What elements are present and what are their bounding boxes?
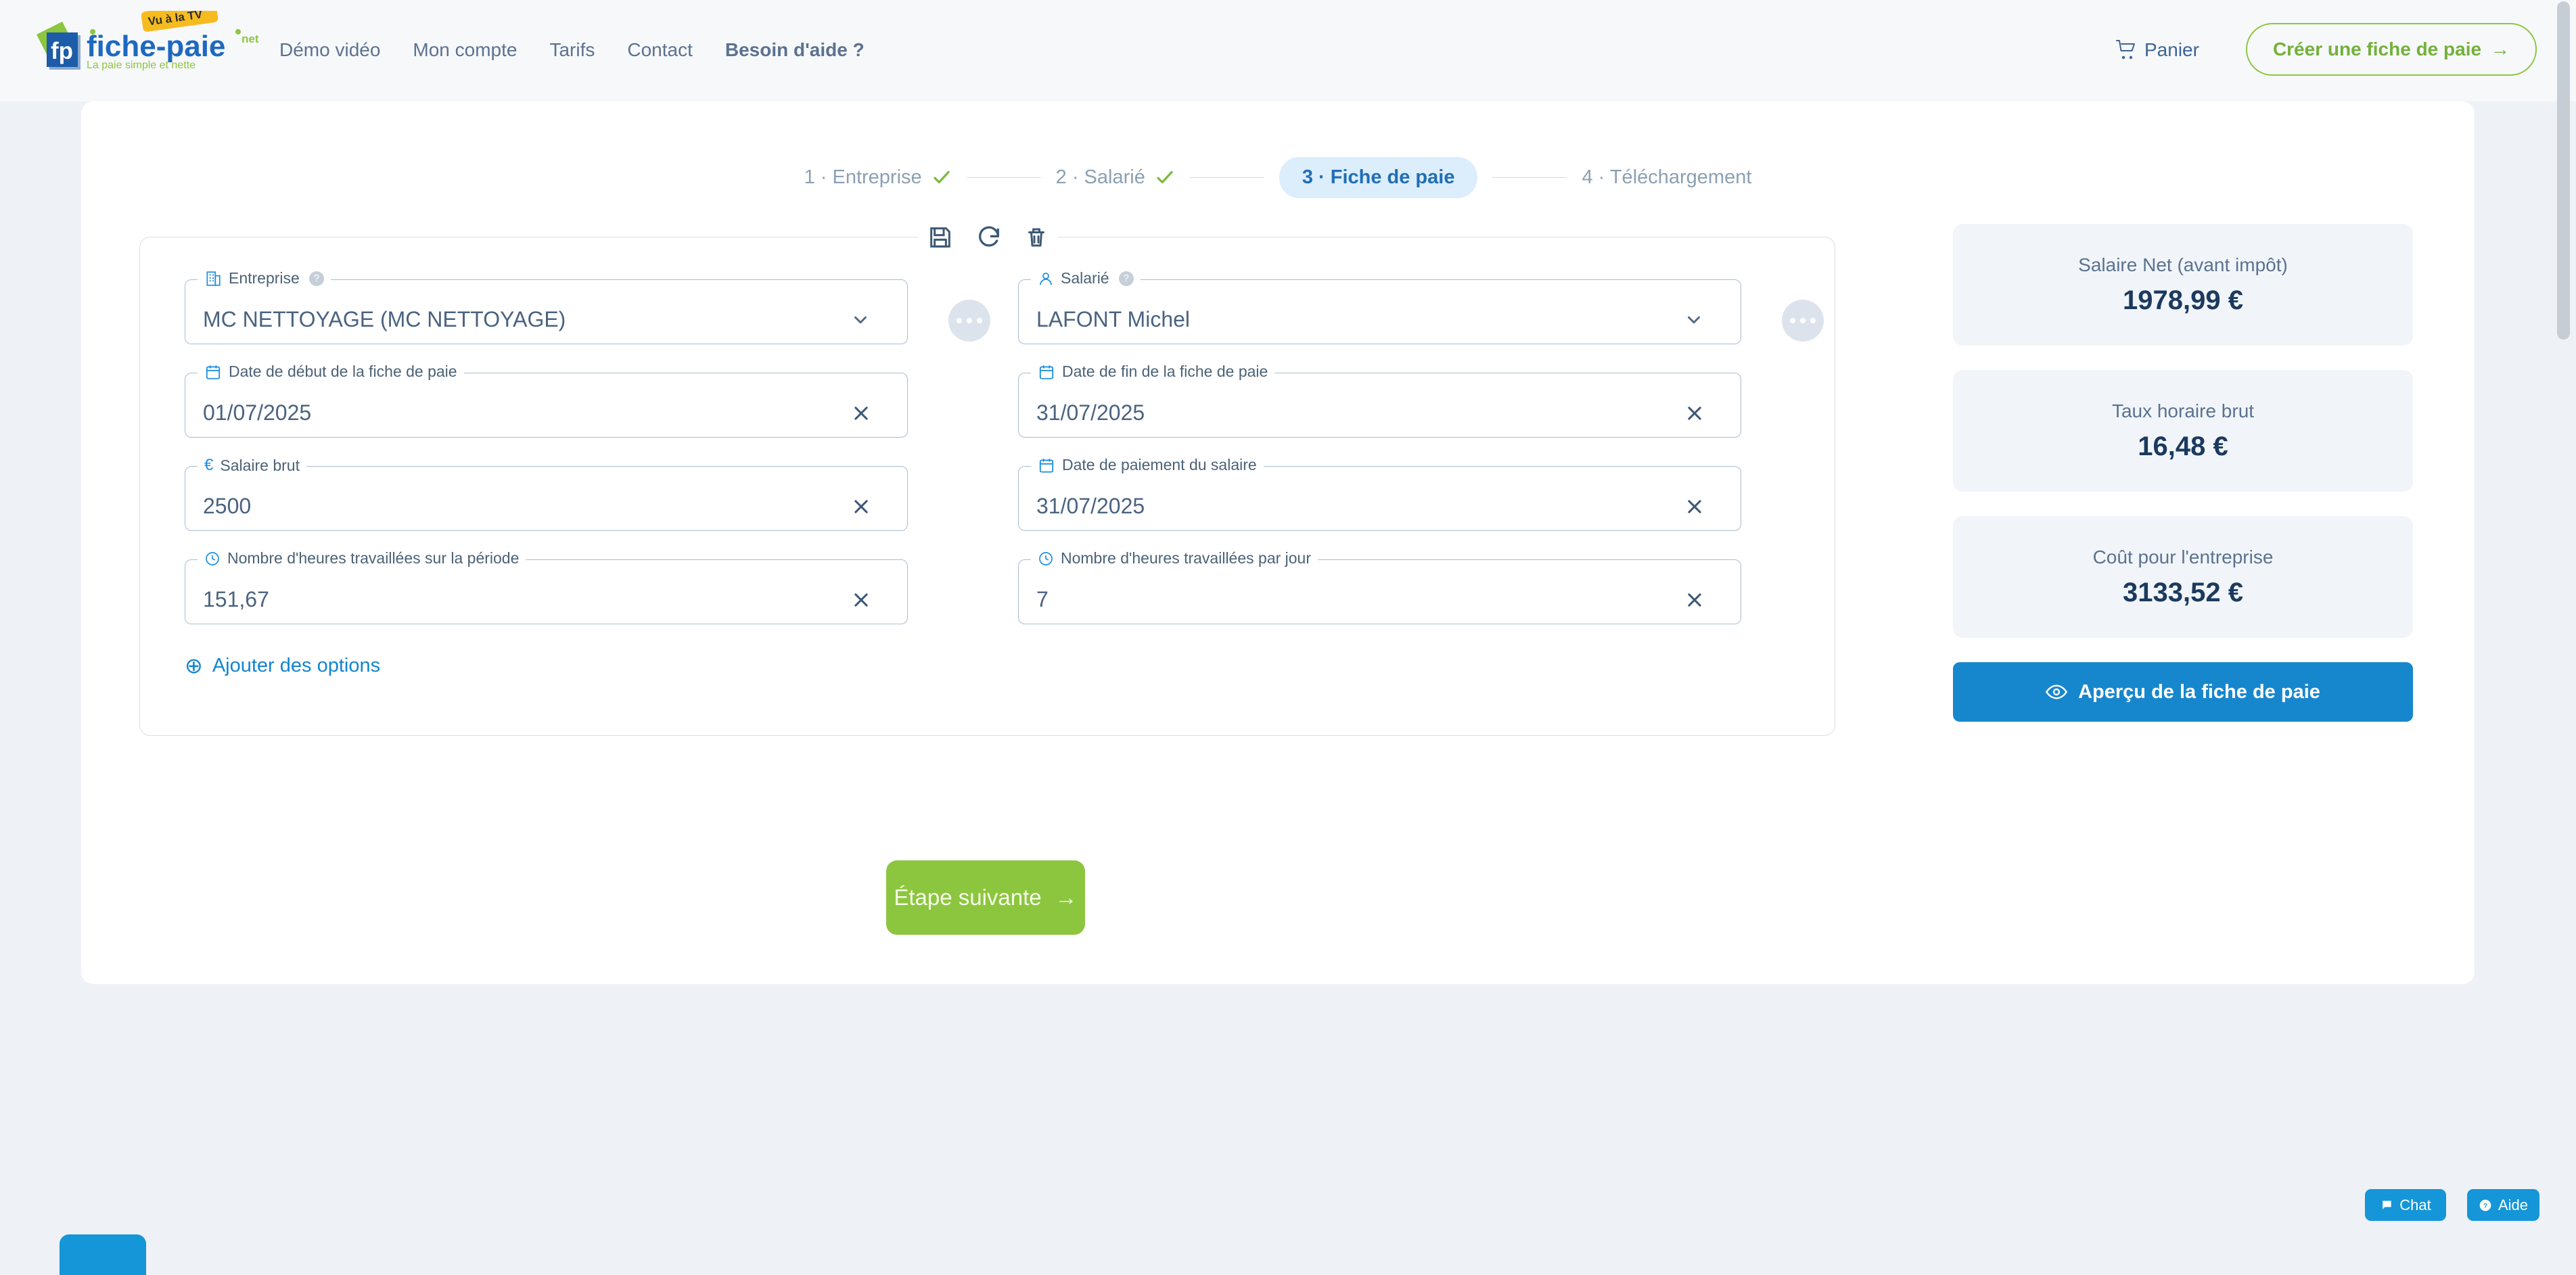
svg-text:fp: fp bbox=[51, 38, 73, 64]
svg-text:?: ? bbox=[2483, 1202, 2487, 1209]
svg-text:La paie simple et nette: La paie simple et nette bbox=[87, 60, 196, 71]
svg-text:net: net bbox=[242, 32, 259, 45]
svg-text:fiche-paie: fiche-paie bbox=[87, 30, 225, 63]
